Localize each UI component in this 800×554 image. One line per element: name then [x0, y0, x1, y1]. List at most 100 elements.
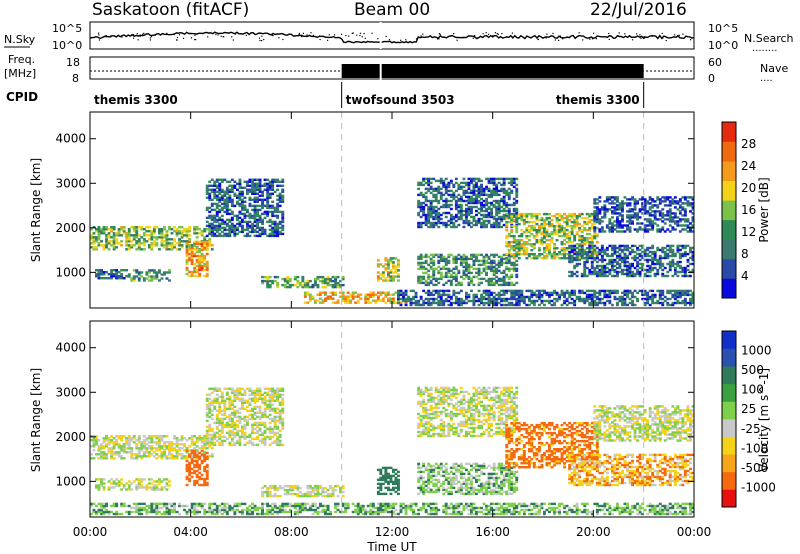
power-cell — [137, 246, 141, 249]
power-cell — [140, 236, 144, 239]
power-cell — [303, 291, 307, 294]
power-cell — [689, 262, 692, 266]
power-cell — [658, 200, 662, 203]
power-colorbar-frame — [721, 121, 737, 299]
power-cell — [465, 189, 468, 193]
power-cell — [427, 207, 431, 211]
velocity-cell — [163, 453, 166, 456]
power-cell — [125, 275, 129, 278]
power-cell — [691, 224, 695, 227]
power-cell — [689, 256, 692, 260]
power-cell — [548, 239, 551, 242]
power-cell — [641, 264, 645, 268]
power-cell — [193, 232, 197, 235]
power-cell — [668, 208, 672, 211]
velocity-cell — [208, 415, 212, 419]
power-cell — [497, 189, 501, 193]
power-cell — [97, 244, 101, 247]
power-cell — [236, 222, 239, 226]
power-cell — [540, 218, 544, 222]
power-cell — [414, 293, 418, 297]
power-cell — [261, 206, 264, 210]
nsearch-point — [554, 39, 556, 41]
power-cell — [422, 289, 426, 293]
power-cell — [429, 211, 433, 215]
power-cell — [485, 197, 488, 201]
velocity-cell — [140, 445, 144, 448]
velocity-cell — [203, 439, 207, 442]
velocity-cell — [137, 455, 141, 458]
power-cell — [616, 266, 619, 270]
power-cell — [613, 258, 617, 262]
power-cell — [618, 295, 622, 299]
power-cell — [505, 209, 509, 213]
power-cell — [598, 264, 602, 268]
power-cell — [208, 198, 212, 201]
power-cell — [631, 244, 634, 248]
power-cell — [532, 301, 536, 305]
velocity-cell — [203, 443, 207, 446]
power-cell — [331, 297, 335, 300]
power-cell — [641, 244, 645, 248]
power-cell — [447, 261, 451, 265]
velocity-cell — [198, 463, 202, 467]
power-cell — [490, 265, 493, 269]
power-cell — [107, 248, 111, 251]
power-cell — [600, 228, 604, 231]
power-cell — [490, 189, 493, 193]
noise-panel — [89, 21, 695, 50]
power-cell — [626, 204, 629, 207]
power-cell — [500, 283, 504, 287]
power-cell — [389, 269, 393, 272]
power-cell — [691, 204, 695, 207]
power-cell — [658, 297, 662, 301]
velocity-cell — [158, 439, 161, 442]
power-cell — [490, 215, 493, 219]
power-cell — [454, 301, 458, 305]
power-cell — [432, 277, 436, 281]
power-cell — [580, 239, 584, 242]
power-cell — [258, 208, 262, 212]
power-cell — [560, 228, 564, 232]
power-cell — [452, 277, 456, 281]
power-cell — [643, 230, 647, 233]
velocity-cell — [205, 433, 209, 437]
power-cell — [470, 289, 473, 293]
power-cell — [583, 266, 587, 270]
power-cell — [470, 255, 473, 259]
power-cell — [512, 269, 516, 273]
power-cell — [158, 271, 161, 274]
power-cell — [198, 264, 202, 268]
power-cell — [583, 264, 587, 268]
power-cell — [160, 277, 164, 280]
velocity-cell — [193, 463, 197, 467]
power-cell — [271, 226, 275, 230]
nsearch-point — [677, 35, 679, 37]
power-cell — [540, 222, 544, 226]
power-cell — [490, 281, 493, 285]
power-cell — [611, 262, 614, 266]
power-cell — [661, 262, 665, 266]
power-cell — [671, 248, 675, 252]
power-cell — [427, 181, 431, 185]
power-cell — [404, 299, 408, 303]
power-cell — [444, 205, 448, 209]
power-cell — [613, 210, 617, 213]
power-cell — [384, 269, 388, 272]
power-cell — [550, 253, 554, 256]
power-cell — [568, 212, 572, 216]
power-cell — [215, 198, 219, 201]
power-cell — [256, 220, 259, 224]
power-cell — [638, 254, 642, 258]
power-cell — [618, 297, 622, 301]
power-cell — [673, 268, 677, 272]
power-cell — [230, 230, 234, 234]
power-cell — [449, 219, 453, 223]
power-cell — [605, 262, 609, 266]
power-cell — [278, 196, 282, 199]
power-cell — [135, 232, 139, 235]
power-cell — [273, 226, 277, 230]
velocity-cell — [170, 441, 174, 444]
power-cell — [485, 185, 488, 189]
power-cell — [600, 208, 604, 211]
